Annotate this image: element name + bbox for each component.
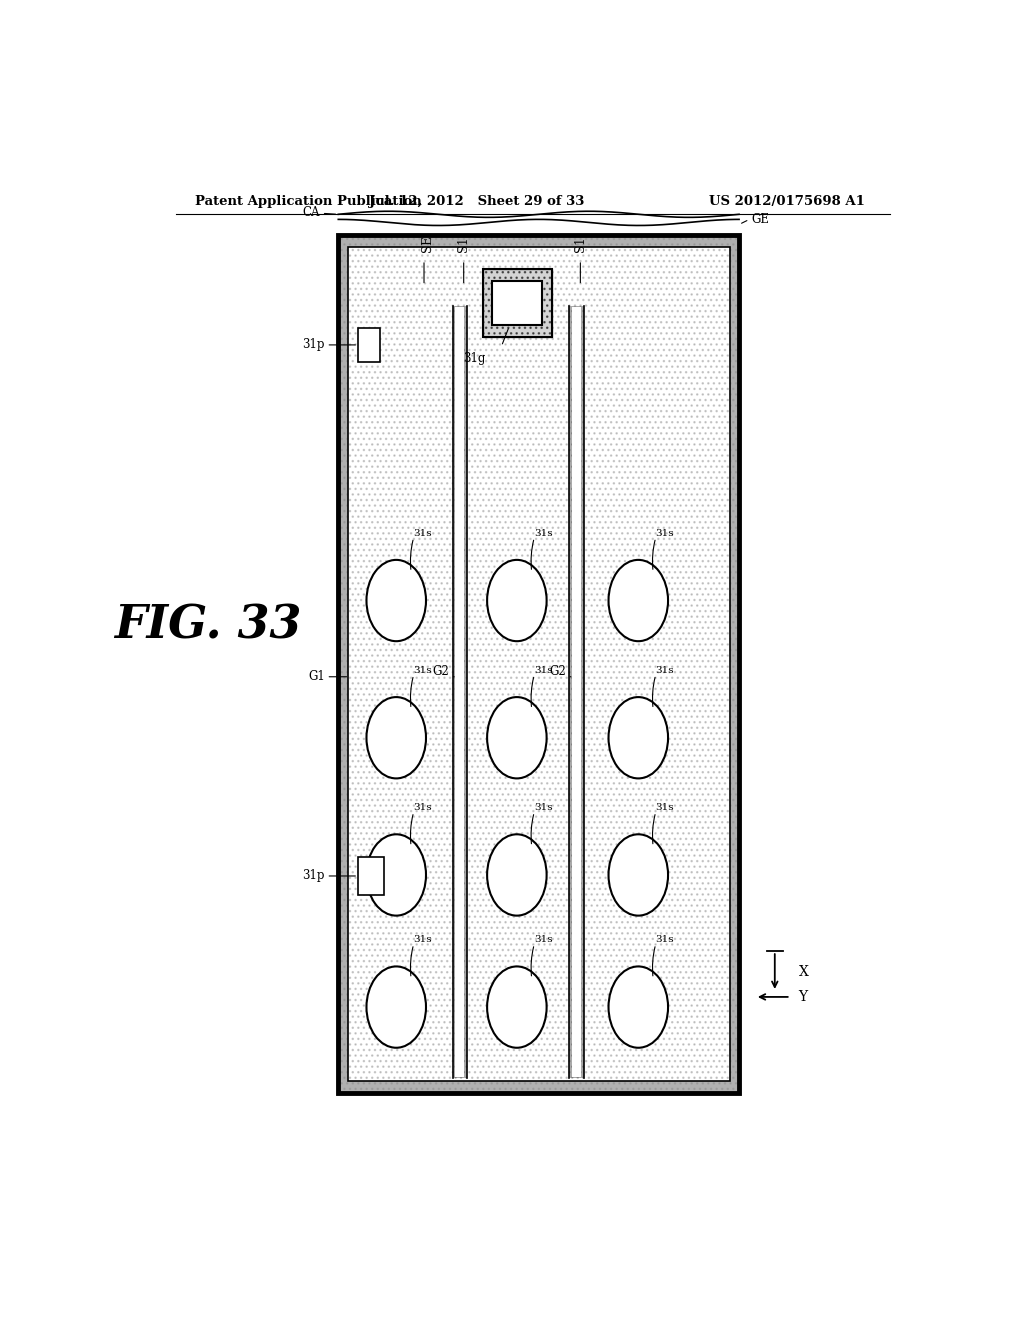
Text: 31s: 31s	[655, 935, 675, 944]
Bar	[569, 306, 584, 1078]
Text: 31g: 31g	[463, 351, 485, 364]
Bar	[348, 247, 729, 1081]
Bar	[453, 306, 467, 1078]
Text: G1: G1	[308, 671, 325, 684]
Bar	[338, 235, 739, 1093]
Text: 31s: 31s	[655, 528, 675, 537]
Bar	[571, 306, 582, 1077]
Text: G2: G2	[549, 665, 566, 678]
Bar	[493, 281, 543, 325]
Text: 31s: 31s	[535, 803, 553, 812]
Text: GE: GE	[751, 213, 769, 226]
Ellipse shape	[367, 966, 426, 1048]
Text: X: X	[799, 965, 809, 978]
Bar	[455, 306, 465, 1077]
Bar	[482, 269, 552, 338]
Text: SE: SE	[422, 235, 434, 252]
Text: 31s: 31s	[535, 528, 553, 537]
Ellipse shape	[487, 697, 547, 779]
Text: 31s: 31s	[655, 803, 675, 812]
Text: 31s: 31s	[414, 665, 432, 675]
Text: 31s: 31s	[414, 803, 432, 812]
Bar	[348, 247, 729, 1081]
Bar	[338, 235, 739, 1093]
Text: US 2012/0175698 A1: US 2012/0175698 A1	[709, 194, 864, 207]
Ellipse shape	[367, 697, 426, 779]
Text: 31p: 31p	[302, 870, 325, 883]
Text: 31s: 31s	[535, 935, 553, 944]
Ellipse shape	[608, 560, 668, 642]
Ellipse shape	[487, 560, 547, 642]
Bar	[358, 329, 380, 362]
Text: S1: S1	[457, 236, 470, 252]
Text: CA: CA	[302, 206, 321, 219]
Ellipse shape	[487, 966, 547, 1048]
Bar	[569, 306, 584, 1078]
Ellipse shape	[367, 834, 426, 916]
Text: G2: G2	[433, 665, 450, 678]
Text: Y: Y	[799, 990, 808, 1005]
Bar	[358, 857, 384, 895]
Ellipse shape	[367, 560, 426, 642]
Bar	[338, 235, 739, 1093]
Text: 31p: 31p	[302, 338, 325, 351]
Ellipse shape	[487, 834, 547, 916]
Ellipse shape	[608, 966, 668, 1048]
Text: FIG. 33: FIG. 33	[114, 603, 301, 649]
Text: Patent Application Publication: Patent Application Publication	[196, 194, 422, 207]
Bar	[482, 269, 552, 338]
Text: S1: S1	[573, 236, 587, 252]
Text: 31s: 31s	[414, 528, 432, 537]
Text: 31s: 31s	[414, 935, 432, 944]
Bar	[453, 306, 467, 1078]
Text: 31s: 31s	[535, 665, 553, 675]
Text: 31s: 31s	[655, 665, 675, 675]
Ellipse shape	[608, 834, 668, 916]
Ellipse shape	[608, 697, 668, 779]
Text: Jul. 12, 2012   Sheet 29 of 33: Jul. 12, 2012 Sheet 29 of 33	[370, 194, 585, 207]
